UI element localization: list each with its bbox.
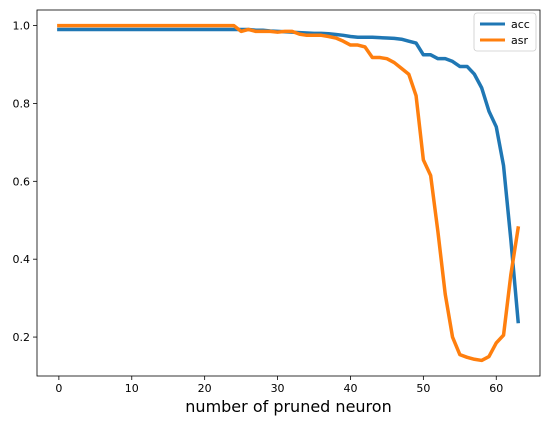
series-layer — [57, 23, 521, 363]
x-tick-label: 40 — [343, 382, 357, 395]
x-axis-label: number of pruned neuron — [185, 397, 391, 416]
legend-label-asr: asr — [511, 34, 528, 47]
x-axis: 0 10 20 30 40 50 60 — [55, 376, 503, 395]
y-tick-label: 0.8 — [13, 97, 31, 110]
plot-area — [36, 9, 541, 377]
x-tick-label: 10 — [125, 382, 139, 395]
x-tick-label: 0 — [55, 382, 62, 395]
y-axis: 0.2 0.4 0.6 0.8 1.0 — [13, 20, 37, 344]
legend: acc asr — [473, 12, 537, 52]
x-tick-label: 50 — [416, 382, 430, 395]
legend-label-acc: acc — [511, 18, 530, 31]
y-tick-label: 0.2 — [13, 331, 31, 344]
x-tick-label: 30 — [271, 382, 285, 395]
y-tick-label: 0.6 — [13, 175, 31, 188]
series-line-asr — [57, 23, 521, 363]
x-tick-label: 60 — [489, 382, 503, 395]
y-tick-label: 1.0 — [13, 20, 31, 33]
y-tick-label: 0.4 — [13, 253, 31, 266]
x-tick-label: 20 — [198, 382, 212, 395]
